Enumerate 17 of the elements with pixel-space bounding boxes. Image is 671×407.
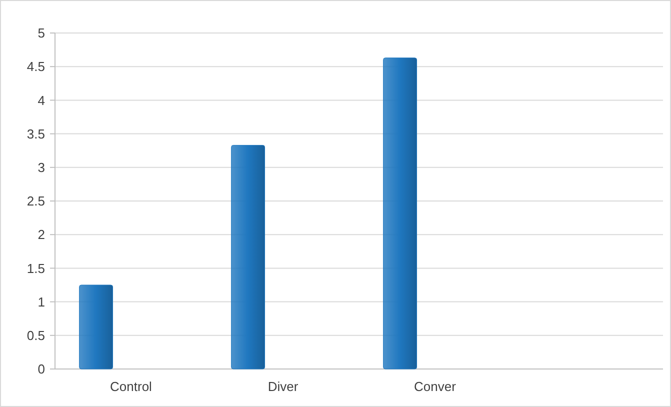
y-tick-label: 2.5 bbox=[26, 194, 45, 209]
x-tick-label: Control bbox=[110, 379, 152, 394]
y-tick-label: 5 bbox=[38, 26, 45, 41]
y-tick-label: 3.5 bbox=[26, 126, 45, 142]
bar bbox=[231, 144, 266, 370]
y-tick-label: 0 bbox=[38, 362, 45, 377]
x-tick-label: Diver bbox=[268, 379, 299, 394]
y-tick-label: 0.5 bbox=[26, 328, 45, 343]
y-tick-label: 3 bbox=[38, 160, 45, 175]
y-tick-label: 1 bbox=[38, 294, 45, 310]
y-tick-label: 1.5 bbox=[26, 260, 45, 276]
bar bbox=[79, 284, 114, 370]
y-tick-label: 2 bbox=[38, 227, 45, 242]
bar bbox=[383, 58, 418, 370]
y-tick-label: 4.5 bbox=[26, 59, 45, 74]
y-tick-label: 4 bbox=[38, 92, 45, 108]
x-tick-label: Conver bbox=[414, 379, 457, 394]
